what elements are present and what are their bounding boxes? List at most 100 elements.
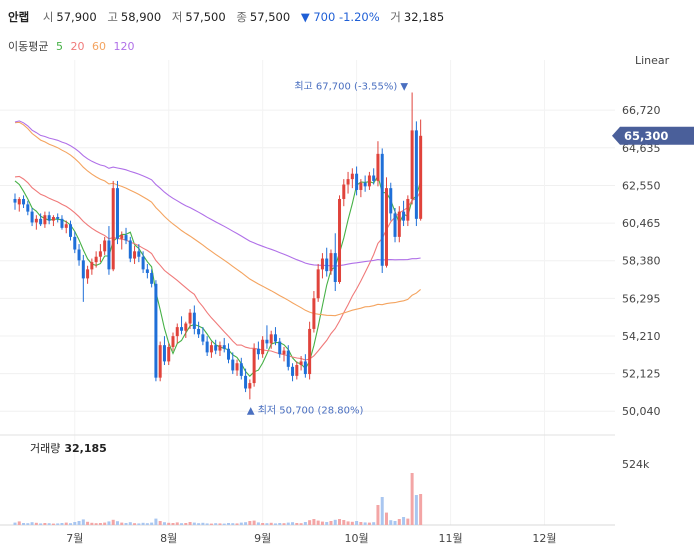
y-tick-label: 60,465 xyxy=(622,217,661,230)
volume-bar xyxy=(22,523,26,525)
candle-body xyxy=(333,253,337,282)
volume-bar xyxy=(90,522,94,525)
moving-average-legend[interactable]: 이동평균 5 20 60 120 xyxy=(8,38,138,54)
close-value: 57,500 xyxy=(249,10,291,24)
candle-body xyxy=(180,327,184,331)
candle-body xyxy=(299,361,303,366)
volume-bar xyxy=(235,523,239,525)
candle-body xyxy=(13,198,17,203)
volume-panel-label: 거래량 xyxy=(30,442,61,455)
volume-bar xyxy=(180,523,184,525)
volume-bar xyxy=(34,522,38,525)
volume-bar xyxy=(39,523,43,525)
volume-bar xyxy=(316,520,320,525)
candle-body xyxy=(111,188,115,270)
volume-bar xyxy=(278,523,282,525)
candle-body xyxy=(338,198,342,282)
volume-bar xyxy=(188,522,192,525)
volume-bar xyxy=(60,523,64,525)
volume-bar xyxy=(205,523,209,525)
x-tick-label: 7월 xyxy=(66,532,83,545)
candle-body xyxy=(201,334,205,342)
candle-body xyxy=(265,339,269,344)
volume-bar xyxy=(209,523,213,525)
candle-body xyxy=(77,249,81,261)
candle-body xyxy=(295,365,299,376)
candle-body xyxy=(175,327,179,337)
volume-bar xyxy=(128,522,132,525)
candle-body xyxy=(120,235,124,239)
high-value: 58,900 xyxy=(120,10,162,24)
candle-body xyxy=(359,182,363,190)
ma-5-line xyxy=(14,174,422,378)
volume-bar xyxy=(308,520,312,525)
x-tick-label: 11월 xyxy=(438,532,462,545)
volume-bar xyxy=(81,519,85,525)
min-price-annotation: ▲ 최저 50,700 (28.80%) xyxy=(247,404,364,416)
volume-bar xyxy=(107,521,111,525)
x-tick-label: 12월 xyxy=(532,532,556,545)
candle-body xyxy=(107,240,111,270)
candle-body xyxy=(231,359,235,371)
volume-bar xyxy=(419,494,423,525)
candle-body xyxy=(239,363,243,376)
candle-body xyxy=(43,215,47,225)
volume-bar xyxy=(69,523,73,525)
volume-bar xyxy=(299,523,303,525)
ma-60-line xyxy=(14,121,421,317)
candle-body xyxy=(98,251,102,257)
volume-bar xyxy=(73,522,77,525)
ma-legend-5: 5 xyxy=(55,40,63,53)
volume-bar xyxy=(145,523,149,525)
current-price-label: 65,300 xyxy=(624,129,668,143)
candle-body xyxy=(244,375,248,389)
candle-body xyxy=(64,224,68,228)
candle-body xyxy=(22,198,26,205)
quote-header: 안랩 시 57,900 고 58,900 저 57,500 종 57,500 ▼ 700… xyxy=(8,9,451,25)
volume-bar xyxy=(342,520,346,525)
volume-bar xyxy=(214,523,218,525)
candle-body xyxy=(342,184,346,199)
volume-bar xyxy=(312,519,316,525)
y-tick-label: 58,380 xyxy=(622,255,661,268)
volume-bar xyxy=(261,523,265,525)
volume-bar xyxy=(162,522,166,525)
ma-120-line xyxy=(14,120,421,267)
candle-body xyxy=(60,218,64,228)
volume-bar xyxy=(325,522,329,525)
candle-body xyxy=(269,334,273,344)
volume-bar xyxy=(77,521,81,525)
candle-body xyxy=(128,240,132,259)
volume-bar xyxy=(397,519,401,525)
candle-body xyxy=(363,182,367,187)
low-value: 57,500 xyxy=(185,10,226,24)
candle-body xyxy=(17,198,21,205)
volume-bar xyxy=(286,522,290,525)
volume-bar xyxy=(98,523,102,525)
volume-bar xyxy=(350,521,354,525)
volume-bar xyxy=(184,523,188,525)
candle-body xyxy=(218,345,222,351)
candle-body xyxy=(419,135,423,219)
candle-body xyxy=(316,269,320,299)
volume-bar xyxy=(51,523,55,525)
scale-mode-button[interactable]: Linear xyxy=(630,51,675,70)
open-label: 시 xyxy=(42,10,54,24)
candle-body xyxy=(261,339,265,355)
volume-bar xyxy=(376,505,380,525)
volume-bar xyxy=(158,521,162,525)
volume-bar xyxy=(133,523,137,525)
volume-bar xyxy=(256,522,260,525)
max-price-annotation: 최고 67,700 (-3.55%) ▼ xyxy=(294,80,408,92)
candle-body xyxy=(150,272,154,284)
candle-body xyxy=(393,213,397,237)
candle-body xyxy=(192,312,196,329)
volume-bar xyxy=(346,521,350,525)
candle-body xyxy=(384,188,388,266)
volume-bar xyxy=(252,520,256,525)
candle-body xyxy=(47,215,51,221)
high-label: 고 xyxy=(107,10,118,24)
candle-body xyxy=(86,269,90,279)
candle-body xyxy=(30,211,34,223)
